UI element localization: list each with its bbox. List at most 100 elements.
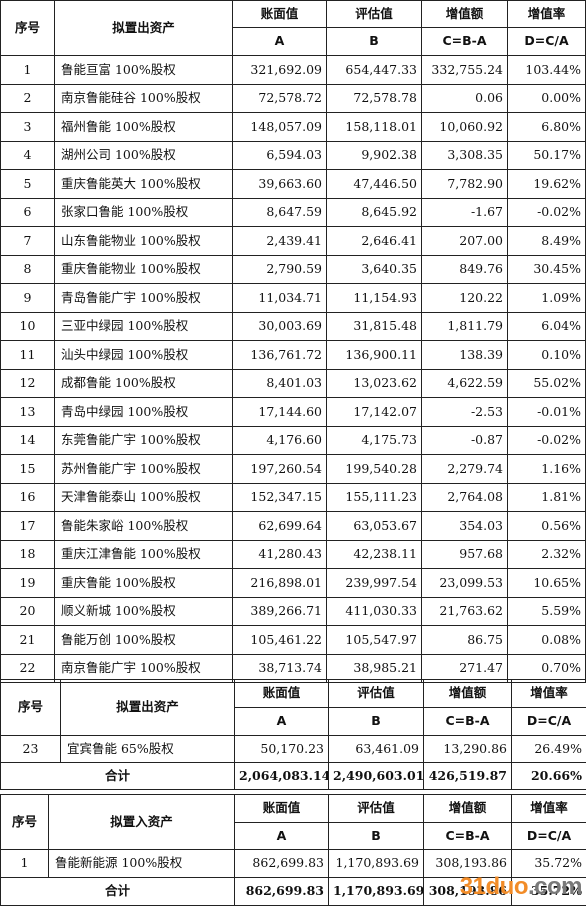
total-appraised-value: 1,170,893.69 [328, 877, 424, 906]
row-rate: 0.10% [507, 340, 586, 370]
row-index: 2 [0, 83, 55, 113]
row-appraised-value: 63,461.09 [328, 735, 424, 763]
row-index: 14 [0, 425, 55, 455]
row-book-value: 105,461.22 [232, 625, 327, 655]
row-appraised-value: 155,111.23 [326, 482, 422, 512]
row-book-value: 136,761.72 [232, 340, 327, 370]
row-appraised-value: 8,645.92 [326, 197, 422, 227]
table-row: 13 青岛中绿园 100%股权 17,144.60 17,142.07 -2.53 -0.… [0, 397, 586, 427]
header-book-value: 账面值 [234, 679, 329, 708]
row-appraised-value: 654,447.33 [326, 55, 422, 85]
header-rate-sub: D=C/A [507, 27, 586, 56]
row-rate: 1.16% [507, 454, 586, 484]
disposed-assets-table: 序号 拟置出资产 账面值 评估值 增值额 增值率 A B C=B-A D=C/A… [0, 0, 586, 683]
row-index: 1 [0, 55, 55, 85]
row-increase: -2.53 [421, 397, 508, 427]
header-appraised-value: 评估值 [326, 0, 422, 28]
table-row: 15 苏州鲁能广宇 100%股权 197,260.54 199,540.28 2,279… [0, 454, 586, 484]
row-increase: 86.75 [421, 625, 508, 655]
acquired-assets-table: 序号 拟置入资产 账面值 评估值 增值额 增值率 A B C=B-A D=C/A… [0, 794, 586, 906]
row-rate: 35.72% [511, 849, 586, 878]
row-increase: 957.68 [421, 539, 508, 569]
row-appraised-value: 105,547.97 [326, 625, 422, 655]
row-rate: 1.81% [507, 482, 586, 512]
row-index: 12 [0, 368, 55, 398]
row-book-value: 72,578.72 [232, 83, 327, 113]
row-index: 23 [0, 735, 61, 763]
total-row: 合计 2,064,083.14 2,490,603.01 426,519.87 … [0, 762, 586, 790]
header-book-value: 账面值 [234, 794, 329, 823]
row-appraised-value: 4,175.73 [326, 425, 422, 455]
row-asset-name: 南京鲁能广宇 100%股权 [54, 653, 233, 683]
header-index: 序号 [0, 794, 49, 850]
row-increase: 2,764.08 [421, 482, 508, 512]
disposed-assets-table-continued: 序号 拟置出资产 账面值 评估值 增值额 增值率 A B C=B-A D=C/A… [0, 679, 586, 790]
total-rate: 35.72% [511, 877, 586, 906]
table-row: 20 顺义新城 100%股权 389,266.71 411,030.33 21,763.… [0, 596, 586, 626]
header-appraised-value: 评估值 [328, 794, 424, 823]
table-row: 6 张家口鲁能 100%股权 8,647.59 8,645.92 -1.67 -0.02% [0, 197, 586, 227]
row-asset-name: 张家口鲁能 100%股权 [54, 197, 233, 227]
row-appraised-value: 158,118.01 [326, 112, 422, 142]
row-increase: 13,290.86 [423, 735, 512, 763]
header-appraised-sub: B [326, 27, 422, 56]
row-appraised-value: 63,053.67 [326, 511, 422, 541]
row-appraised-value: 11,154.93 [326, 283, 422, 313]
header-appraised-value: 评估值 [328, 679, 424, 708]
table-row: 2 南京鲁能硅谷 100%股权 72,578.72 72,578.78 0.06 0.00… [0, 83, 586, 113]
row-increase: 308,193.86 [423, 849, 512, 878]
row-rate: 55.02% [507, 368, 586, 398]
row-asset-name: 东莞鲁能广宇 100%股权 [54, 425, 233, 455]
table-row: 4 湖州公司 100%股权 6,594.03 9,902.38 3,308.35 50.1… [0, 140, 586, 170]
row-book-value: 41,280.43 [232, 539, 327, 569]
row-book-value: 50,170.23 [234, 735, 329, 763]
table-row: 21 鲁能万创 100%股权 105,461.22 105,547.97 86.75 0.… [0, 625, 586, 655]
row-book-value: 216,898.01 [232, 568, 327, 598]
header-rate: 增值率 [511, 679, 586, 708]
row-index: 20 [0, 596, 55, 626]
row-rate: 5.59% [507, 596, 586, 626]
row-book-value: 30,003.69 [232, 311, 327, 341]
row-asset-name: 福州鲁能 100%股权 [54, 112, 233, 142]
watermark-text: 31duo [459, 873, 529, 900]
row-increase: 23,099.53 [421, 568, 508, 598]
row-book-value: 4,176.60 [232, 425, 327, 455]
total-label: 合计 [0, 877, 235, 906]
row-index: 3 [0, 112, 55, 142]
row-index: 17 [0, 511, 55, 541]
row-appraised-value: 136,900.11 [326, 340, 422, 370]
watermark-domain: .com [527, 873, 583, 900]
table-row: 22 南京鲁能广宇 100%股权 38,713.74 38,985.21 271.47 0… [0, 653, 586, 683]
row-rate: 26.49% [511, 735, 586, 763]
row-asset-name: 南京鲁能硅谷 100%股权 [54, 83, 233, 113]
row-asset-name: 山东鲁能物业 100%股权 [54, 226, 233, 256]
header-rate-sub: D=C/A [511, 822, 586, 850]
row-index: 10 [0, 311, 55, 341]
row-asset-name: 宜宾鲁能 65%股权 [60, 735, 235, 763]
row-index: 22 [0, 653, 55, 683]
header-index: 序号 [0, 679, 61, 736]
row-book-value: 11,034.71 [232, 283, 327, 313]
row-asset-name: 鲁能万创 100%股权 [54, 625, 233, 655]
total-increase: 426,519.87 [423, 762, 512, 790]
header-rate: 增值率 [507, 0, 586, 28]
table-row: 7 山东鲁能物业 100%股权 2,439.41 2,646.41 207.00 8.49… [0, 226, 586, 256]
row-rate: 2.32% [507, 539, 586, 569]
row-book-value: 6,594.03 [232, 140, 327, 170]
row-appraised-value: 199,540.28 [326, 454, 422, 484]
row-book-value: 389,266.71 [232, 596, 327, 626]
row-rate: 0.08% [507, 625, 586, 655]
header-increase-sub: C=B-A [423, 707, 512, 736]
row-rate: 6.04% [507, 311, 586, 341]
row-index: 13 [0, 397, 55, 427]
row-rate: -0.01% [507, 397, 586, 427]
row-index: 9 [0, 283, 55, 313]
row-increase: 7,782.90 [421, 169, 508, 199]
table-row: 16 天津鲁能泰山 100%股权 152,347.15 155,111.23 2,764… [0, 482, 586, 512]
table-row: 14 东莞鲁能广宇 100%股权 4,176.60 4,175.73 -0.87 -0.0… [0, 425, 586, 455]
row-increase: 0.06 [421, 83, 508, 113]
row-index: 18 [0, 539, 55, 569]
table-row: 12 成都鲁能 100%股权 8,401.03 13,023.62 4,622.59 55… [0, 368, 586, 398]
row-book-value: 8,647.59 [232, 197, 327, 227]
row-appraised-value: 17,142.07 [326, 397, 422, 427]
